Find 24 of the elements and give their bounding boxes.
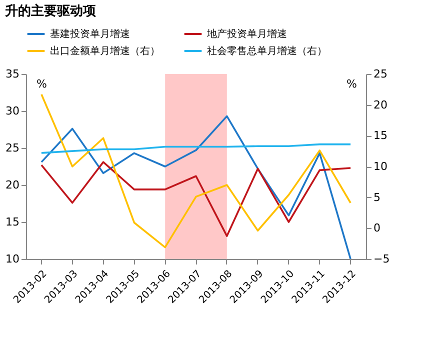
y2-tick-label: 20 [374, 98, 388, 112]
y2-tick-label: 10 [374, 160, 388, 173]
y2-tick-label: 0 [374, 222, 380, 235]
y2-tick-label: 25 [374, 68, 388, 80]
y-tick-label: 10 [6, 252, 20, 266]
chart-title: 升的主要驱动项 [4, 3, 98, 19]
line-series [40, 93, 352, 248]
legend-label: 出口金额单月增速（右） [50, 45, 160, 57]
legend-label: 社会零售总单月增速（右） [207, 45, 327, 57]
line-series [40, 143, 352, 154]
y-tick-label: 25 [6, 142, 20, 154]
y-axis-title: % [36, 78, 47, 90]
legend-label: 地产投资单月增速 [206, 28, 287, 40]
y-tick-label: 30 [6, 104, 20, 118]
y-tick-label: 20 [6, 178, 20, 192]
y2-tick-label: 5 [374, 190, 380, 204]
line-series [40, 115, 352, 260]
y-tick-label: 15 [6, 216, 20, 228]
legend-label: 基建投资单月增速 [50, 28, 130, 40]
y2-tick-label: −5 [374, 252, 390, 266]
y2-tick-label: 15 [374, 129, 388, 142]
y-tick-label: 35 [6, 68, 20, 80]
y2-axis-title: % [346, 78, 357, 90]
line-series [40, 161, 352, 237]
